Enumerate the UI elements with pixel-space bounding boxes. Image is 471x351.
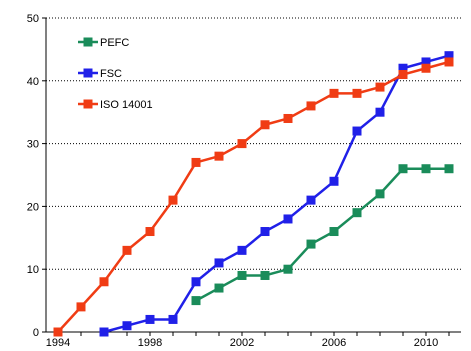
data-point-iso-14001-2001: [214, 151, 224, 161]
data-point-pefc-2011: [444, 164, 454, 174]
legend-label: PEFC: [100, 37, 129, 49]
legend-item-fsc: FSC: [76, 67, 184, 80]
data-point-pefc-2007: [352, 208, 362, 218]
data-point-iso-14001-1998: [145, 227, 155, 237]
data-point-iso-14001-2009: [398, 70, 408, 80]
y-tick-label: 10: [27, 264, 39, 276]
data-point-fsc-2011: [444, 51, 454, 61]
legend-swatch-marker: [83, 99, 93, 109]
data-point-fsc-2002: [237, 245, 247, 255]
data-point-pefc-2005: [306, 239, 316, 249]
data-point-pefc-2003: [260, 270, 270, 280]
data-point-iso-14001-2004: [283, 113, 293, 123]
data-point-iso-14001-2010: [421, 63, 431, 73]
data-point-pefc-2008: [375, 189, 385, 199]
data-point-fsc-1997: [122, 321, 132, 331]
data-point-iso-14001-1999: [168, 195, 178, 205]
x-tick-label: 1998: [138, 337, 162, 349]
data-point-iso-14001-2008: [375, 82, 385, 92]
legend: PEFC FSC ISO 14001: [76, 36, 184, 111]
data-point-fsc-2006: [329, 176, 339, 186]
data-point-iso-14001-1996: [99, 277, 109, 287]
data-point-iso-14001-2005: [306, 101, 316, 111]
y-tick-label: 20: [27, 201, 39, 213]
x-tick-label: 2006: [322, 337, 346, 349]
x-tick-label: 1994: [46, 337, 70, 349]
data-point-fsc-1999: [168, 314, 178, 324]
data-point-fsc-2007: [352, 126, 362, 136]
legend-item-background: [76, 98, 184, 111]
series-group: [53, 51, 454, 337]
data-point-iso-14001-2007: [352, 88, 362, 98]
data-point-fsc-2001: [214, 258, 224, 268]
y-tick-label: 40: [27, 76, 39, 88]
legend-label: FSC: [100, 68, 122, 80]
legend-item-background: [76, 67, 184, 80]
tick-labels: 0 10 20 30 40 50 1994 1998 2002 2006 2010: [27, 13, 438, 349]
y-tick-label: 50: [27, 13, 39, 25]
data-point-pefc-2009: [398, 164, 408, 174]
data-point-fsc-1996: [99, 327, 109, 337]
axes: [42, 17, 461, 336]
data-point-iso-14001-1995: [76, 302, 86, 312]
legend-swatch-marker: [83, 37, 93, 47]
x-tick-label: 2002: [230, 337, 254, 349]
data-point-pefc-2010: [421, 164, 431, 174]
data-point-iso-14001-2011: [444, 57, 454, 67]
gridlines: [46, 17, 461, 270]
legend-item-iso-14001: ISO 14001: [76, 98, 184, 111]
data-point-fsc-2009: [398, 63, 408, 73]
data-point-pefc-2004: [283, 264, 293, 274]
y-tick-label: 30: [27, 139, 39, 151]
data-point-fsc-2010: [421, 57, 431, 67]
data-point-iso-14001-2002: [237, 139, 247, 149]
data-point-iso-14001-2003: [260, 120, 270, 130]
legend-item-background: [76, 36, 184, 49]
data-point-fsc-1998: [145, 314, 155, 324]
x-tick-label: 2010: [414, 337, 438, 349]
data-point-iso-14001-1997: [122, 245, 132, 255]
data-point-pefc-2001: [214, 283, 224, 293]
data-point-fsc-2000: [191, 277, 201, 287]
legend-label: ISO 14001: [100, 99, 153, 111]
legend-item-pefc: PEFC: [76, 36, 184, 49]
data-point-fsc-2003: [260, 227, 270, 237]
series-line-fsc: [103, 54, 450, 334]
data-point-pefc-2002: [237, 270, 247, 280]
series-line-pefc: [195, 167, 449, 302]
legend-swatch-marker: [83, 68, 93, 78]
data-point-pefc-2006: [329, 227, 339, 237]
data-point-iso-14001-2000: [191, 157, 201, 167]
data-point-pefc-2000: [191, 296, 201, 306]
y-tick-label: 0: [33, 327, 39, 339]
data-point-iso-14001-2006: [329, 88, 339, 98]
data-point-fsc-2005: [306, 195, 316, 205]
data-point-fsc-2004: [283, 214, 293, 224]
data-point-iso-14001-1994: [53, 327, 63, 337]
data-point-fsc-2008: [375, 107, 385, 117]
